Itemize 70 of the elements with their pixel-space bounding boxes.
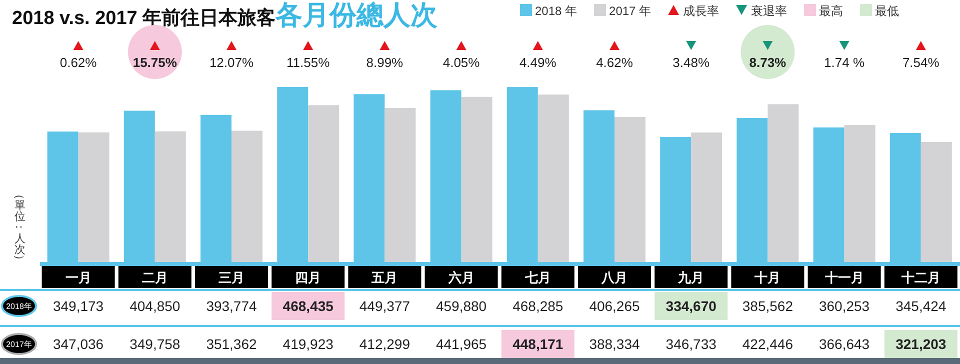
x-tick-label: 十一月 (824, 270, 864, 285)
text: 7.54% (902, 55, 940, 70)
data-label: 360,253 (818, 298, 870, 314)
text: 4.05% (442, 55, 480, 70)
data-label: 448,171 (512, 336, 564, 352)
x-tick-label: 四月 (295, 270, 322, 285)
text: 8.73% (749, 55, 787, 70)
text: 12.07% (209, 55, 254, 70)
text: 衰退率 (751, 4, 788, 18)
x-tick-label: 十月 (754, 270, 781, 285)
data-label: 385,562 (742, 298, 794, 314)
x-tick-label: 一月 (65, 270, 92, 285)
bar (614, 116, 646, 262)
text: 成長率 (683, 4, 720, 18)
data-label: 406,265 (589, 298, 640, 314)
x-tick-label: 六月 (447, 270, 474, 285)
text: 4.62% (596, 55, 634, 70)
data-label: 388,334 (589, 336, 640, 352)
data-label: 468,435 (282, 298, 334, 314)
bar (691, 132, 722, 262)
bar (920, 142, 952, 262)
legend-label: 2017 年 (609, 4, 652, 18)
bar (538, 94, 569, 262)
data-label: 441,965 (436, 336, 487, 352)
data-label: 412,299 (359, 336, 410, 352)
bar (461, 96, 492, 262)
text: 0.62% (60, 55, 98, 70)
text: 15.75% (132, 55, 178, 70)
bar (232, 130, 262, 262)
data-label: 351,362 (206, 336, 258, 352)
bar (154, 131, 186, 262)
text: 最高 (819, 4, 844, 18)
text: 8.99% (366, 55, 404, 70)
bar (308, 105, 340, 262)
data-label: 468,285 (512, 298, 564, 314)
chart-title: 2018 v.s. 2017 年前往日本旅客各月份總人次 (12, 0, 439, 30)
x-tick-label: 八月 (600, 270, 628, 285)
bar (384, 108, 416, 262)
x-tick-label: 五月 (370, 270, 398, 285)
x-tick-label: 七月 (524, 270, 551, 285)
bar (768, 104, 799, 262)
data-label: 459,880 (436, 298, 487, 314)
data-label: 404,850 (130, 298, 180, 314)
data-label: 346,733 (666, 336, 717, 352)
text: 11.55% (286, 55, 330, 70)
text: 1.74 % (824, 55, 865, 70)
data-label: 366,643 (818, 336, 870, 352)
data-label: 422,446 (742, 336, 794, 352)
text: 4.49% (519, 55, 557, 70)
data-label: 334,670 (666, 298, 717, 314)
text: 3.48% (672, 55, 710, 70)
data-label: 349,758 (130, 336, 180, 352)
bar (844, 125, 876, 262)
data-label: 347,036 (52, 336, 104, 352)
x-tick-label: 十二月 (900, 270, 940, 285)
data-label: 349,173 (52, 298, 104, 314)
data-label: 449,377 (359, 298, 410, 314)
legend-label: 2018 年 (535, 4, 578, 18)
x-tick-label: 二月 (142, 270, 168, 285)
data-label: 393,774 (206, 298, 258, 314)
bar (78, 132, 110, 262)
y-axis-title: （單位：人次） (13, 188, 26, 266)
data-label: 345,424 (896, 298, 946, 314)
x-tick-label: 九月 (677, 270, 704, 285)
text: 最低 (875, 4, 900, 18)
x-tick-label: 三月 (218, 270, 244, 285)
text: 2017年 (6, 340, 32, 349)
data-label: 419,923 (282, 336, 334, 352)
text: 2018年 (6, 302, 32, 311)
data-label: 321,203 (896, 336, 946, 352)
